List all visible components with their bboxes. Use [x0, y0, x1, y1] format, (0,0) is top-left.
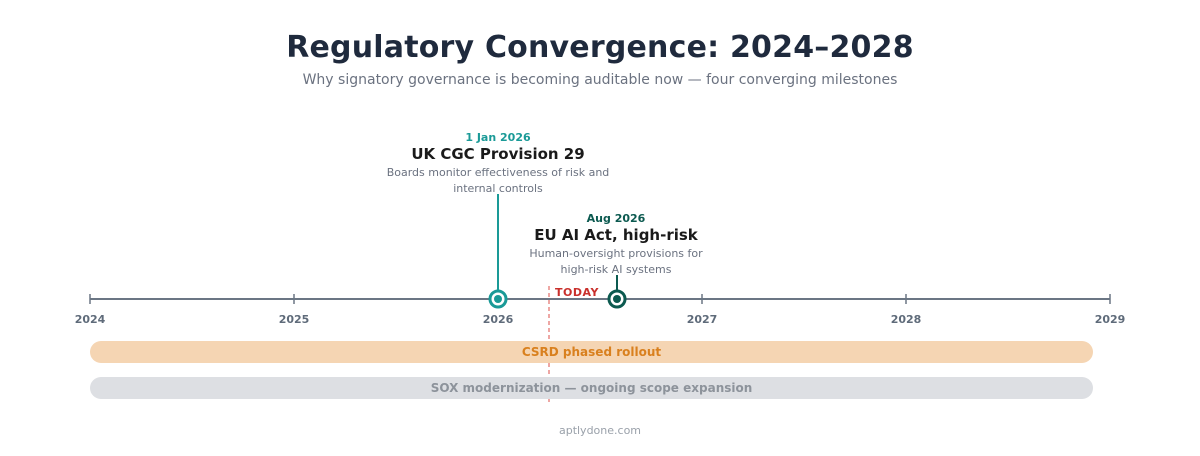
milestone-description: Human-oversight provisions for high-risk…: [506, 246, 726, 278]
axis-tick-label-2027: 2027: [686, 313, 718, 326]
milestone-description-line: internal controls: [453, 182, 543, 195]
milestone-description-line: Human-oversight provisions for: [529, 247, 703, 260]
milestone-description-line: high-risk AI systems: [560, 263, 672, 276]
milestone-name: EU AI Act, high-risk: [534, 226, 698, 244]
milestone-date: Aug 2026: [586, 212, 646, 225]
milestone-eu-ai-act: Aug 2026 EU AI Act, high-risk Human-over…: [506, 212, 726, 278]
today-label: TODAY: [555, 286, 599, 299]
csrd-rollout-band: CSRD phased rollout: [90, 341, 1093, 363]
milestone-description-line: Boards monitor effectiveness of risk and: [386, 166, 610, 179]
milestone-uk-cgc-provision-29: 1 Jan 2026 UK CGC Provision 29 Boards mo…: [378, 131, 618, 197]
axis-tick-label-2029: 2029: [1094, 313, 1126, 326]
milestone-date: 1 Jan 2026: [465, 131, 531, 144]
milestone-description: Boards monitor effectiveness of risk and…: [378, 165, 618, 197]
page-subtitle: Why signatory governance is becoming aud…: [302, 72, 898, 88]
milestone-name: UK CGC Provision 29: [411, 145, 585, 163]
axis-tick-label-2024: 2024: [74, 313, 106, 326]
page-title: Regulatory Convergence: 2024–2028: [286, 30, 914, 65]
axis-tick-label-2028: 2028: [890, 313, 922, 326]
axis-tick-label-2026: 2026: [482, 313, 514, 326]
axis-tick-label-2025: 2025: [278, 313, 310, 326]
milestone-2-marker-icon: [607, 289, 627, 309]
milestone-1-marker-icon: [488, 289, 508, 309]
footer-credit: aptlydone.com: [558, 424, 642, 437]
sox-modernization-band: SOX modernization — ongoing scope expans…: [90, 377, 1093, 399]
